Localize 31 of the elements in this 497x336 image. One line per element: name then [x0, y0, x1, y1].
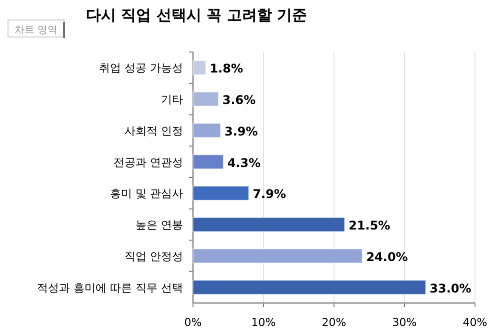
bar: [192, 154, 224, 170]
bar: [192, 248, 363, 264]
x-tick-label: 20%: [322, 316, 346, 329]
y-tick-label: 흥미 및 관심사: [110, 187, 183, 200]
data-label: 33.0%: [430, 281, 472, 296]
bar: [192, 217, 346, 232]
x-tick-label: 10%: [251, 316, 276, 329]
data-label: 3.9%: [224, 124, 258, 138]
x-tick-label: 40%: [462, 316, 488, 329]
y-tick-label: 기타: [161, 93, 183, 106]
data-label: 21.5%: [348, 218, 390, 233]
bar: [192, 60, 206, 76]
y-tick-label: 취업 성공 가능성: [99, 62, 183, 75]
data-label: 7.9%: [252, 187, 286, 202]
y-tick-label: 전공과 연관성: [114, 156, 183, 169]
y-tick-label: 적성과 흥미에 따른 직무 선택: [37, 281, 183, 294]
bar: [192, 280, 426, 295]
data-label: 4.3%: [227, 156, 261, 170]
text: 차트 영역: [14, 25, 58, 36]
x-tick-label: 0%: [184, 316, 202, 329]
bar: [192, 186, 250, 201]
y-tick-label: 사회적 인정: [124, 124, 183, 138]
data-label: 3.6%: [222, 93, 256, 108]
chart-title: 다시 직업 선택시 꼭 고려할 기준: [86, 6, 308, 24]
y-tick-label: 높은 연봉: [136, 218, 183, 232]
data-label: 24.0%: [366, 250, 408, 264]
bar: [192, 92, 219, 107]
data-label: 1.8%: [210, 62, 243, 76]
y-tick-label: 직업 안정성: [124, 250, 183, 263]
x-tick-label: 30%: [392, 316, 417, 329]
bar: [192, 122, 221, 138]
